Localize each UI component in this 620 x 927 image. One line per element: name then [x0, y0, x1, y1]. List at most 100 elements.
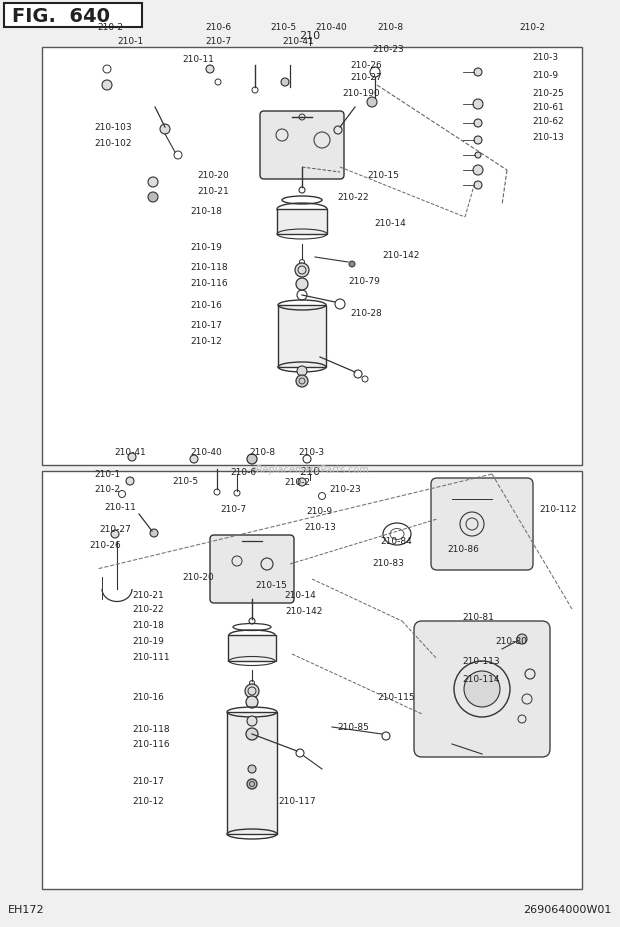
Text: 210-112: 210-112 — [539, 505, 577, 514]
Circle shape — [296, 279, 308, 291]
FancyBboxPatch shape — [210, 536, 294, 603]
Bar — [227, 712, 277, 834]
Text: 210-142: 210-142 — [382, 251, 419, 260]
FancyBboxPatch shape — [414, 621, 550, 757]
Text: 210: 210 — [299, 31, 321, 41]
Text: 210-17: 210-17 — [132, 777, 164, 786]
Text: 210-22: 210-22 — [337, 194, 369, 202]
Text: 210-5: 210-5 — [270, 23, 296, 32]
Text: 210-117: 210-117 — [278, 796, 316, 806]
Text: 210-83: 210-83 — [372, 558, 404, 567]
Circle shape — [247, 454, 257, 464]
Text: 210-2: 210-2 — [284, 478, 310, 487]
FancyBboxPatch shape — [431, 478, 533, 570]
Text: 210-8: 210-8 — [377, 23, 403, 32]
Circle shape — [517, 634, 527, 644]
Text: 210-116: 210-116 — [190, 278, 228, 287]
Text: 210-28: 210-28 — [350, 310, 382, 318]
Circle shape — [206, 66, 214, 74]
Bar — [228, 635, 276, 661]
Text: 210-116: 210-116 — [132, 740, 170, 749]
Text: 210-26: 210-26 — [89, 540, 121, 549]
Text: 210-16: 210-16 — [132, 692, 164, 702]
Text: 210-12: 210-12 — [132, 796, 164, 806]
Circle shape — [245, 684, 259, 698]
Text: 210-5: 210-5 — [172, 477, 198, 486]
Text: 210-41: 210-41 — [282, 37, 314, 46]
Text: 210-113: 210-113 — [462, 657, 500, 666]
Circle shape — [474, 69, 482, 77]
Text: 210-13: 210-13 — [532, 133, 564, 143]
Circle shape — [246, 729, 258, 740]
Text: 210-27: 210-27 — [350, 73, 382, 83]
Bar — [42, 48, 582, 465]
Text: 210-62: 210-62 — [532, 118, 564, 126]
Text: 210-80: 210-80 — [495, 637, 527, 646]
Circle shape — [248, 765, 256, 773]
Text: EH172: EH172 — [8, 904, 45, 914]
Text: 210-27: 210-27 — [99, 524, 131, 533]
Text: 210-15: 210-15 — [255, 580, 287, 589]
Text: 210-7: 210-7 — [220, 505, 246, 514]
Text: 210-1: 210-1 — [117, 37, 143, 46]
Text: 210-118: 210-118 — [190, 263, 228, 273]
Text: 210-61: 210-61 — [532, 104, 564, 112]
Circle shape — [473, 100, 483, 110]
Circle shape — [349, 261, 355, 268]
Circle shape — [246, 696, 258, 708]
Circle shape — [281, 79, 289, 87]
Text: 210-1: 210-1 — [94, 470, 120, 479]
Circle shape — [296, 375, 308, 387]
Text: FIG.  640: FIG. 640 — [12, 6, 110, 25]
Text: 210-86: 210-86 — [447, 545, 479, 554]
Text: 210-6: 210-6 — [230, 468, 256, 477]
Text: 210-26: 210-26 — [350, 61, 382, 70]
Circle shape — [150, 529, 158, 538]
Bar — [278, 306, 326, 368]
Text: 210-6: 210-6 — [205, 23, 231, 32]
Circle shape — [297, 366, 307, 376]
Text: 210-9: 210-9 — [532, 71, 558, 81]
Text: 210-23: 210-23 — [372, 45, 404, 55]
Text: 210-13: 210-13 — [304, 523, 336, 532]
Text: 210-111: 210-111 — [132, 653, 170, 662]
Text: 210-41: 210-41 — [114, 448, 146, 457]
Circle shape — [190, 455, 198, 464]
FancyBboxPatch shape — [260, 112, 344, 180]
Text: 210-9: 210-9 — [306, 507, 332, 516]
Text: 210-20: 210-20 — [182, 573, 214, 582]
Circle shape — [295, 263, 309, 278]
Text: 210-7: 210-7 — [205, 37, 231, 46]
Circle shape — [126, 477, 134, 486]
Text: 210-14: 210-14 — [284, 590, 316, 599]
Ellipse shape — [390, 529, 404, 540]
Text: 210-16: 210-16 — [190, 301, 222, 311]
Text: 210-17: 210-17 — [190, 321, 222, 330]
Text: 210-81: 210-81 — [462, 613, 494, 622]
Circle shape — [111, 530, 119, 539]
Text: 210-3: 210-3 — [298, 448, 324, 457]
Text: 210-79: 210-79 — [348, 276, 380, 286]
Text: 210-2: 210-2 — [519, 23, 545, 32]
Circle shape — [367, 98, 377, 108]
Text: 210-3: 210-3 — [532, 54, 558, 62]
Text: 210-20: 210-20 — [197, 171, 229, 181]
Text: 210-11: 210-11 — [104, 503, 136, 512]
Text: 210-19: 210-19 — [132, 637, 164, 646]
Text: 210-118: 210-118 — [132, 725, 170, 733]
Circle shape — [160, 125, 170, 134]
Text: 210-84: 210-84 — [380, 537, 412, 546]
Text: 210-18: 210-18 — [190, 207, 222, 215]
Text: 210-40: 210-40 — [190, 448, 222, 457]
Text: 210-142: 210-142 — [285, 607, 322, 616]
Text: 210-2: 210-2 — [94, 485, 120, 494]
Circle shape — [128, 453, 136, 462]
Bar — [42, 472, 582, 889]
Text: 210-22: 210-22 — [132, 604, 164, 614]
Text: 210-25: 210-25 — [532, 88, 564, 97]
Text: 210-18: 210-18 — [132, 620, 164, 629]
Text: 210-11: 210-11 — [182, 56, 214, 65]
Circle shape — [298, 478, 306, 487]
Text: 210-21: 210-21 — [197, 186, 229, 196]
Circle shape — [102, 81, 112, 91]
